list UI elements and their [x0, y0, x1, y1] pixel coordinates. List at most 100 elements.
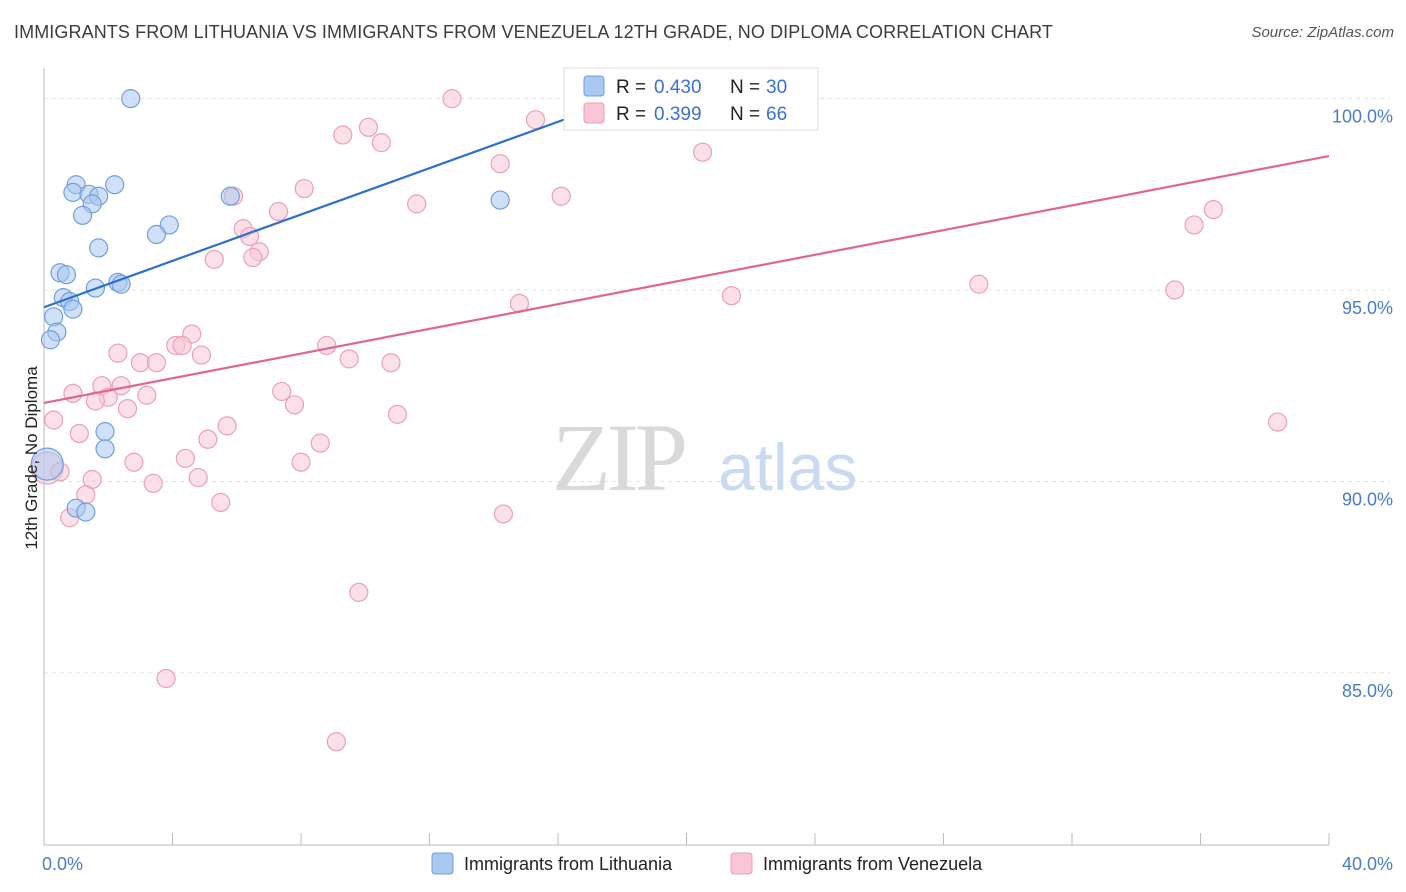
venezuela-point — [1267, 412, 1288, 432]
venezuela-point — [1203, 200, 1223, 220]
x-tick-label: 0.0% — [42, 854, 83, 874]
venezuela-point — [198, 429, 218, 449]
venezuela-point — [490, 154, 510, 174]
venezuela-point — [333, 125, 353, 145]
venezuela-point — [291, 452, 311, 472]
axes — [43, 68, 1330, 846]
venezuela-point — [493, 504, 513, 524]
venezuela-point — [349, 582, 369, 602]
y-tick-label: 95.0% — [1342, 298, 1393, 318]
bottom-legend-swatch-venezuela — [730, 852, 753, 875]
lithuania-point — [56, 265, 77, 285]
lithuania-point — [121, 89, 141, 109]
legend-n-label-b: N = — [730, 104, 760, 125]
y-tick-label: 100.0% — [1332, 107, 1393, 127]
series-legend: Immigrants from Lithuania Immigrants fro… — [431, 852, 983, 875]
lithuania-point — [76, 502, 96, 522]
venezuela-points — [30, 89, 1288, 752]
venezuela-point — [44, 410, 64, 430]
venezuela-point — [172, 335, 192, 356]
venezuela-point — [146, 353, 167, 373]
lithuania-point — [146, 224, 167, 245]
venezuela-point — [310, 433, 330, 453]
legend-r-label-a: R = — [616, 77, 646, 98]
venezuela-point — [204, 249, 224, 269]
y-axis-label: 12th Grade, No Diploma — [22, 366, 41, 550]
legend-swatch-venezuela — [583, 102, 605, 124]
lithuania-point — [30, 447, 64, 481]
x-tick-label: 40.0% — [1342, 854, 1393, 874]
venezuela-point — [969, 274, 989, 294]
venezuela-point — [371, 133, 391, 153]
venezuela-point — [326, 732, 346, 752]
venezuela-point — [188, 467, 208, 488]
venezuela-point — [117, 399, 138, 419]
lithuania-point — [220, 186, 240, 206]
stats-legend-box — [563, 67, 819, 131]
legend-swatch-lithuania — [583, 75, 605, 97]
venezuela-point — [1184, 215, 1204, 235]
bottom-legend-label-venezuela: Immigrants from Venezuela — [763, 854, 983, 874]
legend-n-value-a: 30 — [766, 77, 787, 98]
lithuania-point — [490, 190, 510, 210]
lithuania-point — [159, 215, 179, 235]
legend-r-value-b: 0.399 — [654, 104, 702, 125]
lithuania-trend-line — [43, 97, 623, 309]
lithuania-point — [63, 182, 83, 202]
venezuela-point — [721, 286, 742, 306]
venezuela-point — [407, 194, 427, 214]
venezuela-point — [381, 353, 401, 373]
venezuela-point — [143, 473, 163, 493]
venezuela-point — [217, 416, 237, 436]
venezuela-point — [551, 186, 571, 206]
venezuela-point — [294, 178, 314, 199]
venezuela-point — [317, 335, 337, 356]
venezuela-point — [358, 117, 379, 137]
venezuela-point — [284, 395, 305, 415]
legend-n-label-a: N = — [730, 77, 760, 98]
venezuela-point — [339, 349, 359, 369]
venezuela-point — [525, 110, 546, 130]
venezuela-point — [108, 343, 128, 363]
venezuela-point — [156, 668, 176, 689]
venezuela-point — [175, 448, 195, 469]
grid-lines — [44, 98, 1390, 674]
y-tick-label: 90.0% — [1342, 489, 1393, 509]
venezuela-point — [1165, 280, 1185, 300]
venezuela-point — [442, 89, 462, 109]
venezuela-trend-line — [43, 154, 1330, 404]
lithuania-point — [63, 299, 83, 319]
lithuania-point — [95, 422, 115, 442]
lithuania-point — [95, 439, 115, 459]
venezuela-point — [692, 142, 713, 162]
venezuela-point — [137, 385, 157, 405]
tick-labels: 100.0% 95.0% 90.0% 85.0% 0.0% 40.0% — [42, 107, 1393, 874]
venezuela-point — [69, 423, 89, 444]
trend-lines — [43, 97, 1330, 404]
venezuela-point — [130, 353, 150, 373]
watermark-atlas: atlas — [718, 430, 857, 504]
chart-title: IMMIGRANTS FROM LITHUANIA VS IMMIGRANTS … — [14, 22, 1053, 42]
legend-n-value-b: 66 — [766, 104, 787, 125]
lithuania-point — [72, 205, 93, 225]
source-label: Source: ZipAtlas.com — [1251, 24, 1394, 41]
lithuania-point — [105, 175, 125, 195]
y-tick-label: 85.0% — [1342, 681, 1393, 701]
bottom-legend-swatch-lithuania — [431, 852, 454, 875]
lithuania-point — [89, 238, 109, 258]
watermark-zip: ZIP — [552, 404, 685, 511]
legend-r-label-b: R = — [616, 104, 646, 125]
watermark: ZIP atlas — [552, 404, 857, 511]
venezuela-point — [211, 492, 231, 513]
venezuela-point — [191, 345, 212, 365]
legend-r-value-a: 0.430 — [654, 77, 702, 98]
stats-legend: R = 0.430 N = 30 R = 0.399 N = 66 — [563, 67, 819, 131]
venezuela-point — [124, 452, 144, 472]
bottom-legend-label-lithuania: Immigrants from Lithuania — [464, 854, 673, 874]
venezuela-point — [268, 201, 289, 222]
lithuania-point — [111, 274, 131, 294]
venezuela-point — [243, 247, 263, 268]
venezuela-point — [387, 404, 407, 424]
lithuania-point — [40, 330, 61, 350]
